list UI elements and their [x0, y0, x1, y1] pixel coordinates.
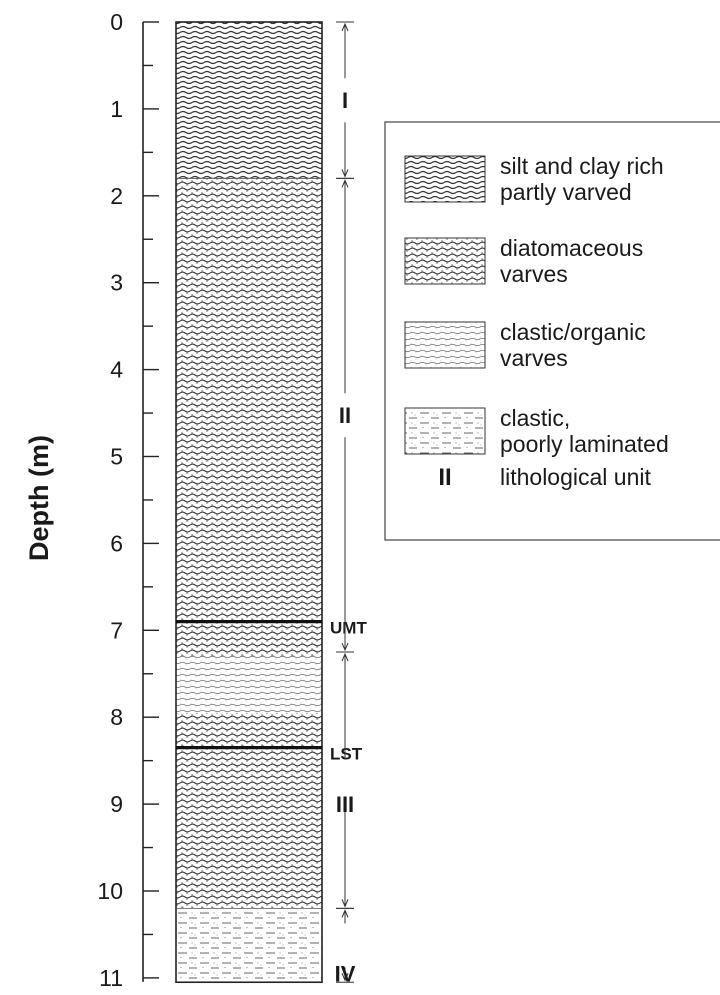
legend-swatch-silt_clay	[404, 155, 486, 203]
legend-unit-text: lithological unit	[500, 464, 651, 490]
tick-label: 6	[110, 530, 123, 556]
tick-label: 7	[110, 617, 123, 643]
tick-label: 3	[110, 270, 123, 296]
column-outline	[175, 21, 323, 984]
legend-label: clastic,	[500, 405, 570, 431]
layer-diatomaceous	[176, 712, 322, 909]
layer-clastic_organic	[176, 656, 322, 713]
unit-arrowhead	[341, 909, 349, 918]
unit-label: III	[336, 792, 354, 817]
legend-swatch-clastic_poor	[404, 407, 486, 455]
tick-label: 9	[110, 791, 123, 817]
axis-title: Depth (m)	[24, 435, 54, 561]
legend-swatch-diatomaceous	[404, 237, 486, 285]
unit-arrowhead	[341, 652, 349, 662]
tick-label: 11	[99, 965, 123, 991]
legend-label: varves	[500, 261, 568, 287]
layer-clastic_poor	[176, 908, 322, 983]
layer-diatomaceous	[176, 178, 322, 622]
tick-label: 10	[97, 878, 123, 904]
tick-label: 4	[110, 357, 123, 383]
depth-axis: 0 1 2 3 4 5 6 7 8 9 10 11	[97, 9, 159, 991]
marker-lines: UMT LST	[176, 619, 367, 764]
legend-label: partly varved	[500, 179, 632, 205]
legend-label: poorly laminated	[500, 431, 669, 457]
tick-label: 1	[110, 96, 123, 122]
legend-label: varves	[500, 345, 568, 371]
marker-label: UMT	[330, 619, 367, 638]
legend-swatch-clastic_organic	[404, 321, 486, 369]
core-column	[175, 21, 323, 984]
tick-label: 5	[110, 444, 123, 470]
legend-label: clastic/organic	[500, 319, 646, 345]
unit-arrowhead	[341, 179, 349, 188]
layer-silt_clay	[176, 22, 322, 179]
unit-label: II	[339, 403, 351, 428]
legend-label: silt and clay rich	[500, 153, 664, 179]
legend-label: diatomaceous	[500, 235, 643, 261]
unit-arrowhead	[341, 899, 349, 908]
layer-diatomaceous	[176, 621, 322, 657]
unit-label: IV	[335, 962, 356, 987]
unit-arrowhead	[341, 22, 349, 32]
tick-label: 0	[110, 9, 123, 35]
unit-label: I	[342, 88, 348, 113]
marker-label: LST	[330, 745, 363, 764]
tick-label: 2	[110, 183, 123, 209]
unit-arrowhead	[341, 642, 349, 652]
unit-arrowhead	[341, 973, 349, 982]
unit-arrowhead	[341, 169, 349, 178]
tick-label: 8	[110, 704, 123, 730]
legend-unit-symbol: II	[438, 464, 451, 491]
